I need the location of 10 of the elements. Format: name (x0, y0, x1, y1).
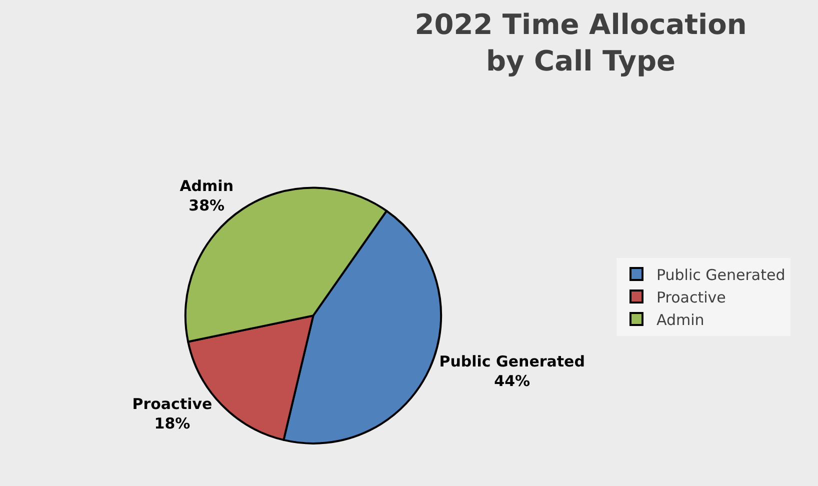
legend-label: Admin (656, 310, 704, 329)
slice-label: Admin (180, 177, 234, 196)
legend-label: Public Generated (656, 266, 786, 284)
data-label: 44% (494, 372, 530, 390)
data-label: 38% (188, 196, 225, 215)
data-label: 18% (154, 414, 190, 433)
legend-label: Proactive (656, 288, 726, 306)
chart-title: 2022 Time Allocation by Call Type (414, 8, 747, 78)
slice-label: Proactive (132, 395, 212, 414)
slice-label: Public Generated (439, 352, 585, 370)
